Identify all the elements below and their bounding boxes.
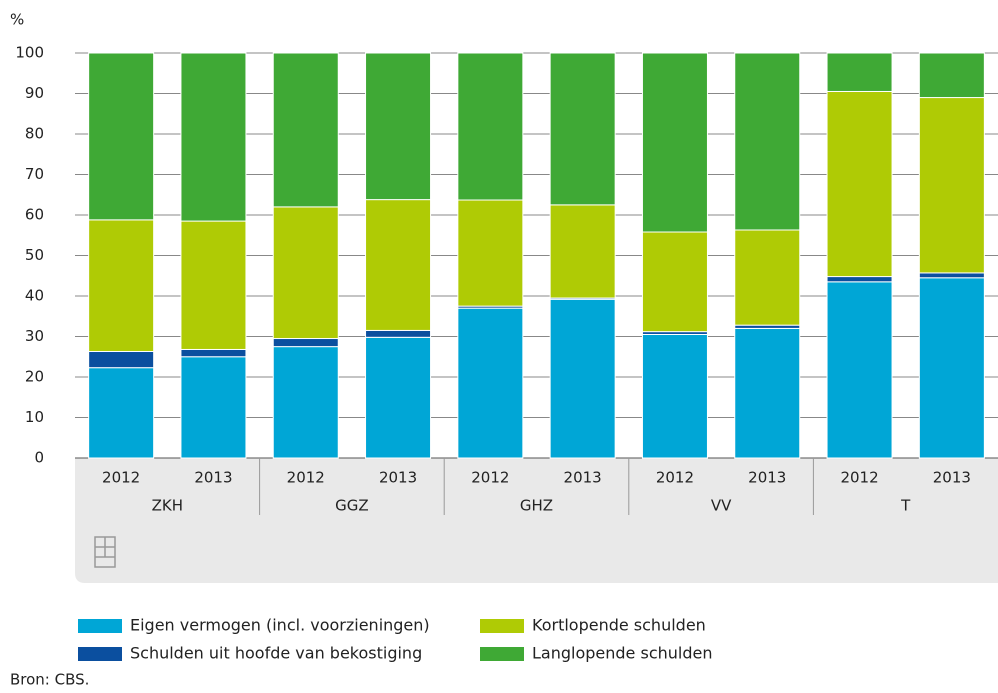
y-tick-label: 90	[25, 84, 44, 102]
x-tick-label: 2013	[379, 469, 417, 487]
bar-segment	[180, 356, 247, 459]
legend-swatch	[78, 619, 122, 633]
cbs-logo	[94, 536, 116, 568]
bar-segment	[88, 350, 155, 369]
legend-label: Langlopende schulden	[532, 644, 712, 663]
y-tick-label: 40	[25, 287, 44, 305]
axis-panel	[75, 458, 998, 583]
group-label: T	[900, 497, 911, 515]
x-tick-label: 2013	[748, 469, 786, 487]
y-tick-label: 60	[25, 206, 44, 224]
group-label: GHZ	[520, 497, 553, 515]
bar-segment	[734, 229, 801, 326]
source: Bron: CBS.	[10, 671, 89, 689]
bar-segment	[549, 52, 616, 206]
bar-segment	[365, 199, 432, 331]
x-tick-label: 2012	[656, 469, 694, 487]
bar-segment	[918, 272, 985, 279]
x-tick-label: 2012	[102, 469, 140, 487]
bar-segment	[272, 346, 339, 459]
y-tick-label: 70	[25, 165, 44, 183]
bar-segment	[457, 199, 524, 307]
bar-segment	[826, 276, 893, 283]
bar-segment	[549, 204, 616, 299]
bar-segment	[641, 52, 708, 233]
legend-swatch	[480, 619, 524, 633]
x-tick-label: 2012	[840, 469, 878, 487]
bar-segment	[457, 307, 524, 459]
bar-segment	[826, 90, 893, 278]
bar-segment	[272, 52, 339, 208]
bar-segment	[734, 52, 801, 231]
bar-segment	[88, 52, 155, 221]
group-label: VV	[711, 497, 732, 515]
y-tick-label: 0	[34, 449, 44, 467]
bar-segment	[272, 338, 339, 348]
bar-segment	[641, 231, 708, 333]
x-tick-label: 2012	[287, 469, 325, 487]
bar-segment	[549, 298, 616, 459]
bar-segment	[734, 327, 801, 459]
legend-swatch	[78, 647, 122, 661]
legend-swatch	[480, 647, 524, 661]
bar-segment	[641, 333, 708, 459]
y-tick-label: 100	[15, 44, 44, 62]
y-axis-label: %	[10, 11, 24, 29]
y-tick-label: 80	[25, 125, 44, 143]
bar-segment	[365, 52, 432, 201]
bar-segment	[88, 367, 155, 459]
bar-segment	[180, 220, 247, 350]
group-label: ZKH	[152, 497, 183, 515]
bar-segment	[826, 281, 893, 459]
legend-label: Eigen vermogen (incl. voorzieningen)	[130, 616, 430, 635]
bar-segment	[826, 52, 893, 92]
group-label: GGZ	[335, 497, 369, 515]
bar-segment	[457, 52, 524, 201]
bar-segment	[918, 52, 985, 99]
x-tick-label: 2013	[564, 469, 602, 487]
y-tick-label: 10	[25, 408, 44, 426]
bar-segment	[272, 206, 339, 340]
bar-segment	[88, 219, 155, 352]
bar-segment	[365, 336, 432, 459]
x-tick-label: 2013	[933, 469, 971, 487]
bar-segment	[918, 277, 985, 459]
legend-label: Schulden uit hoofde van bekostiging	[130, 644, 422, 663]
x-tick-label: 2012	[471, 469, 509, 487]
bar-segment	[180, 52, 247, 222]
bar-segment	[180, 348, 247, 358]
x-tick-label: 2013	[194, 469, 232, 487]
y-tick-label: 50	[25, 246, 44, 264]
legend-label: Kortlopende schulden	[532, 616, 706, 635]
y-tick-label: 30	[25, 327, 44, 345]
bar-segment	[918, 97, 985, 274]
y-tick-label: 20	[25, 368, 44, 386]
bar-segment	[365, 329, 432, 338]
